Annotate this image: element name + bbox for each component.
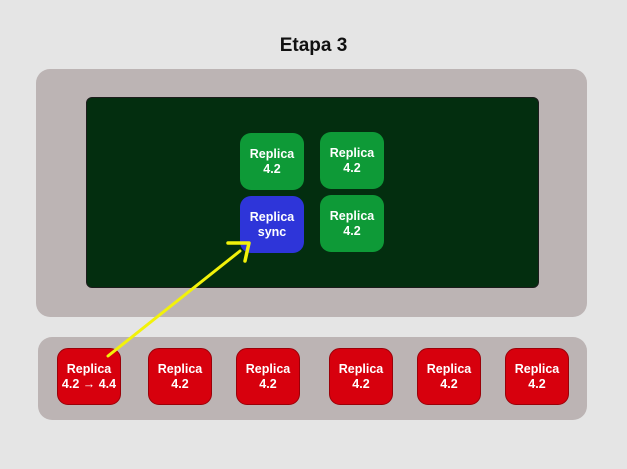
cluster-inner-panel	[86, 97, 539, 288]
cluster-node-replica-4-2-bottom-right: Replica 4.2	[320, 195, 384, 252]
node-version: 4.2	[352, 376, 370, 391]
cluster-node-replica-sync: Replica sync	[240, 196, 304, 253]
node-version: 4.2	[171, 376, 189, 391]
node-version: sync	[257, 224, 287, 239]
node-version: 4.2 → 4.4	[61, 376, 117, 391]
node-version: 4.2	[343, 160, 361, 175]
pool-node-replica-4-2: Replica 4.2	[505, 348, 569, 405]
node-label: Replica	[66, 361, 112, 376]
node-label: Replica	[245, 361, 291, 376]
pool-node-replica-4-2: Replica 4.2	[236, 348, 300, 405]
pool-node-replica-4-2: Replica 4.2	[148, 348, 212, 405]
node-label: Replica	[329, 208, 375, 223]
node-label: Replica	[249, 209, 295, 224]
node-label: Replica	[514, 361, 560, 376]
node-label: Replica	[249, 146, 295, 161]
pool-node-replica-4-2: Replica 4.2	[329, 348, 393, 405]
cluster-node-replica-4-2-top-left: Replica 4.2	[240, 133, 304, 190]
node-version: 4.2	[259, 376, 277, 391]
node-label: Replica	[426, 361, 472, 376]
node-label: Replica	[157, 361, 203, 376]
node-version: 4.2	[440, 376, 458, 391]
pool-node-replica-upgrading: Replica 4.2 → 4.4	[57, 348, 121, 405]
node-label: Replica	[329, 145, 375, 160]
pool-node-replica-4-2: Replica 4.2	[417, 348, 481, 405]
node-version: 4.2	[528, 376, 546, 391]
node-version: 4.2	[343, 223, 361, 238]
node-label: Replica	[338, 361, 384, 376]
diagram-title: Etapa 3	[279, 35, 348, 56]
node-version: 4.2	[263, 161, 281, 176]
cluster-node-replica-4-2-top-right: Replica 4.2	[320, 132, 384, 189]
